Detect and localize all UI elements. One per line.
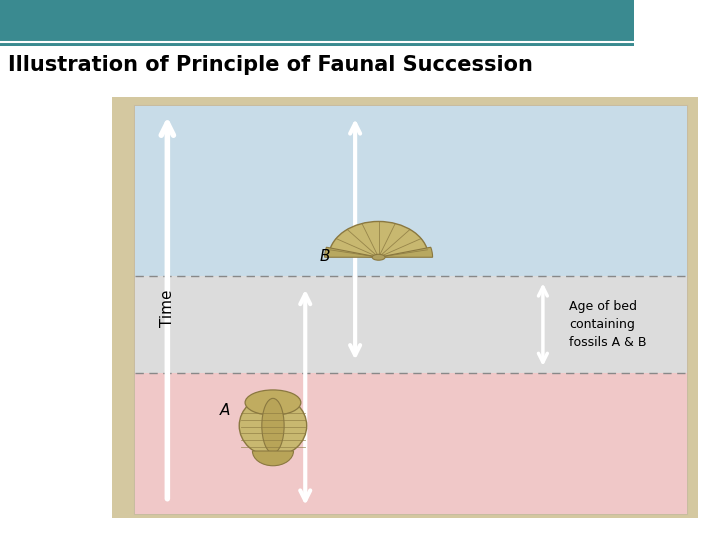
Ellipse shape xyxy=(245,390,301,415)
Bar xyxy=(135,373,687,514)
Ellipse shape xyxy=(262,399,284,453)
Text: Age of bed
containing
fossils A & B: Age of bed containing fossils A & B xyxy=(570,300,647,349)
Bar xyxy=(0,0,634,46)
Ellipse shape xyxy=(372,254,385,260)
Text: Illustration of Principle of Faunal Succession: Illustration of Principle of Faunal Succ… xyxy=(8,55,533,75)
Wedge shape xyxy=(379,247,433,257)
Text: 6: 6 xyxy=(699,12,711,30)
Wedge shape xyxy=(325,247,379,257)
Ellipse shape xyxy=(239,395,307,456)
Text: Time: Time xyxy=(160,289,175,327)
Bar xyxy=(135,106,687,276)
Text: B: B xyxy=(320,248,330,264)
Wedge shape xyxy=(329,221,428,257)
Wedge shape xyxy=(253,451,294,465)
Bar xyxy=(135,276,687,373)
Text: A: A xyxy=(220,403,230,417)
